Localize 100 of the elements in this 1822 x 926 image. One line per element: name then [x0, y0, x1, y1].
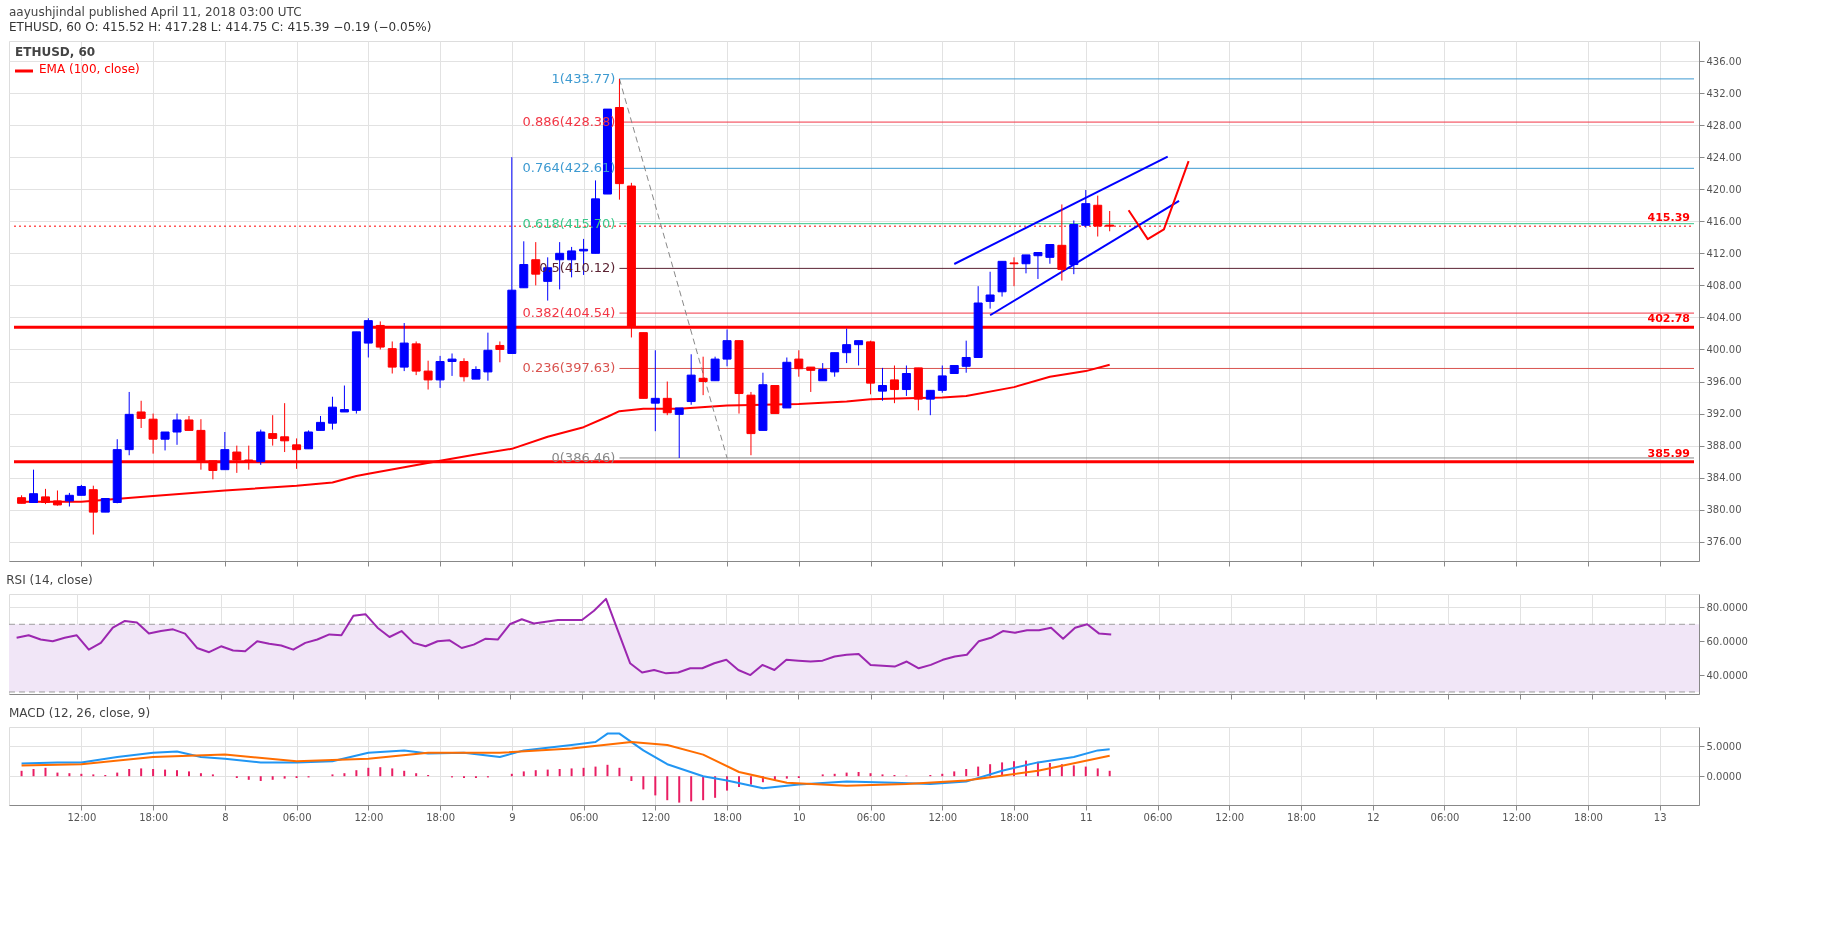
bar — [785, 776, 788, 779]
x-tick-label: 12 — [1366, 811, 1380, 823]
candlestick — [495, 340, 505, 363]
bar — [187, 771, 190, 777]
candlestick — [172, 413, 182, 446]
candlestick — [327, 396, 337, 431]
x-tick-label: 18:00 — [1574, 811, 1603, 823]
bar — [1084, 766, 1087, 777]
bar — [642, 776, 645, 790]
x-tick-label: 12:00 — [641, 811, 671, 823]
x-tick-label: 06:00 — [1430, 811, 1460, 823]
x-tick-label: 18:00 — [1000, 811, 1029, 823]
y-tick-label: 396.00 — [1706, 376, 1742, 388]
candlestick — [794, 349, 804, 378]
ref-line-label: 385.99 — [1647, 446, 1690, 460]
bar — [869, 773, 872, 777]
candlestick — [1021, 254, 1031, 274]
bar — [965, 769, 968, 777]
candlestick — [1081, 189, 1091, 229]
x-tick-label: 18:00 — [426, 811, 455, 823]
candlestick — [662, 381, 672, 416]
candlestick — [136, 400, 146, 429]
x-tick-label: 06:00 — [1143, 811, 1173, 823]
bar — [666, 776, 669, 801]
candlestick — [674, 407, 684, 459]
candlestick — [842, 328, 852, 364]
y-tick-label: 388.00 — [1706, 440, 1742, 452]
bar — [140, 768, 143, 777]
bar — [606, 764, 609, 777]
bar — [164, 769, 167, 777]
chart-title: RSI (14, close) — [6, 573, 93, 588]
bar — [702, 776, 705, 801]
bar — [259, 776, 262, 781]
line-series — [1127, 160, 1190, 241]
bar — [176, 770, 179, 777]
bar — [44, 767, 47, 777]
candlestick — [937, 365, 947, 394]
bar — [690, 776, 693, 802]
bar — [32, 769, 35, 777]
candlestick — [339, 385, 349, 413]
bar — [582, 767, 585, 777]
x-tick-label: 06:00 — [569, 811, 599, 823]
candlestick — [148, 413, 158, 455]
bar — [953, 771, 956, 777]
bar — [1072, 765, 1075, 777]
annotation: 1(433.77) — [551, 70, 616, 86]
y-tick-label: 428.00 — [1706, 119, 1742, 131]
bar — [128, 769, 131, 777]
bar — [977, 766, 980, 777]
candlestick — [1093, 195, 1103, 237]
bar — [415, 773, 418, 777]
candlestick — [423, 360, 433, 391]
x-tick-label: 12:00 — [928, 811, 958, 823]
bar — [283, 776, 286, 779]
y-tick-label: 408.00 — [1706, 279, 1742, 291]
candlestick — [854, 340, 864, 366]
candlestick — [435, 355, 445, 389]
bar — [355, 770, 358, 777]
bar — [546, 769, 549, 777]
y-tick-label: 384.00 — [1706, 472, 1742, 484]
bar — [367, 767, 370, 777]
x-tick-label: 06:00 — [282, 811, 312, 823]
bar — [594, 766, 597, 777]
candlestick — [710, 356, 720, 382]
y-tick-label: 392.00 — [1706, 408, 1742, 420]
candlestick — [698, 356, 708, 396]
x-tick-label: 12:00 — [1502, 811, 1532, 823]
y-tick-label: 436.00 — [1706, 55, 1742, 67]
bar — [1108, 770, 1111, 777]
candlestick — [985, 271, 995, 310]
y-tick-label: 60.0000 — [1706, 635, 1748, 647]
line-series — [15, 597, 1113, 677]
y-tick-label: 420.00 — [1706, 183, 1742, 195]
x-tick-label: 11 — [1079, 811, 1093, 823]
candlestick — [531, 241, 541, 286]
bar — [391, 768, 394, 777]
bar — [152, 769, 155, 777]
candlestick — [650, 349, 660, 432]
candlestick — [830, 352, 840, 378]
chart-subtitle: ETHUSD, 60 O: 415.52 H: 417.28 L: 414.75 C: 415.39 −0.19 (−0.05%) — [9, 20, 432, 35]
bar — [749, 776, 752, 785]
x-tick-label: 18:00 — [1287, 811, 1316, 823]
bar — [630, 776, 633, 781]
candlestick — [1033, 252, 1043, 280]
candlestick — [220, 431, 230, 471]
ref-line-label: 402.78 — [1647, 312, 1690, 326]
bar — [570, 768, 573, 777]
annotation: 0.382(404.54) — [522, 305, 616, 321]
x-tick-label: 10 — [792, 811, 806, 823]
bar — [343, 773, 346, 777]
bar — [654, 776, 657, 796]
y-tick-label: 416.00 — [1706, 215, 1742, 227]
y-tick-label: 5.0000 — [1706, 740, 1742, 752]
y-tick-label: 412.00 — [1706, 247, 1742, 259]
candlestick — [1045, 244, 1055, 265]
annotation: 0.236(397.63) — [522, 360, 616, 376]
candlestick — [483, 332, 493, 382]
chart-title: aayushjindal published April 11, 2018 03:00 UTC — [9, 5, 302, 20]
bar — [522, 771, 525, 777]
x-tick-label: 18:00 — [713, 811, 742, 823]
